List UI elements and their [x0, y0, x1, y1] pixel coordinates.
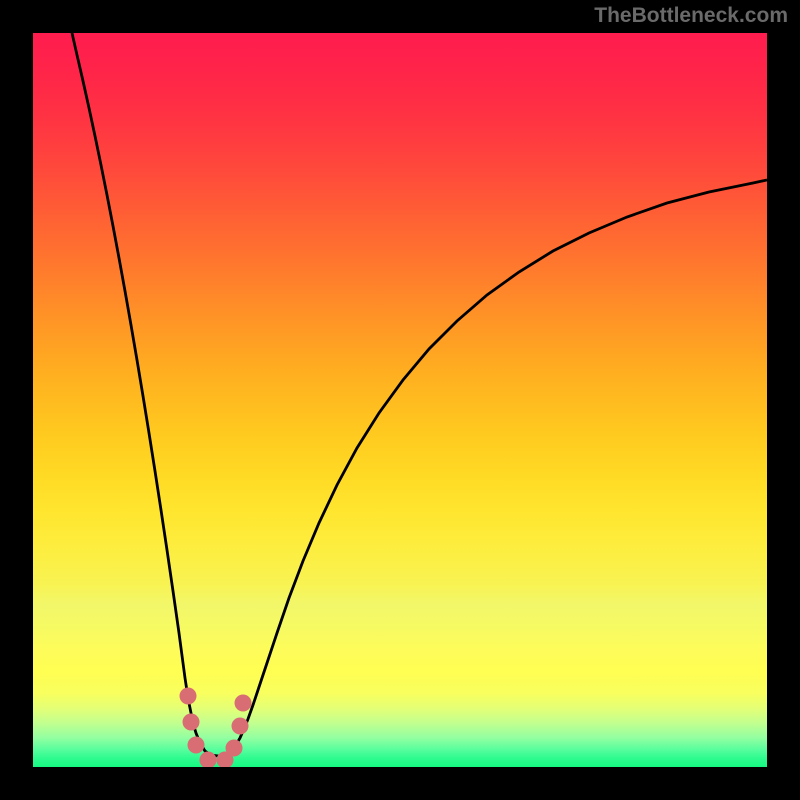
- marker-dot: [200, 752, 217, 768]
- right-curve: [218, 180, 767, 756]
- plot-area: [33, 33, 767, 767]
- curve-layer: [33, 33, 767, 767]
- watermark-text: TheBottleneck.com: [594, 4, 788, 28]
- marker-dot: [188, 737, 205, 754]
- marker-dot: [183, 714, 200, 731]
- chart-container: TheBottleneck.com: [0, 0, 800, 800]
- marker-dot: [232, 718, 249, 735]
- marker-dot: [226, 740, 243, 757]
- left-curve: [72, 33, 218, 756]
- marker-dot: [180, 688, 197, 705]
- marker-dot: [235, 695, 252, 712]
